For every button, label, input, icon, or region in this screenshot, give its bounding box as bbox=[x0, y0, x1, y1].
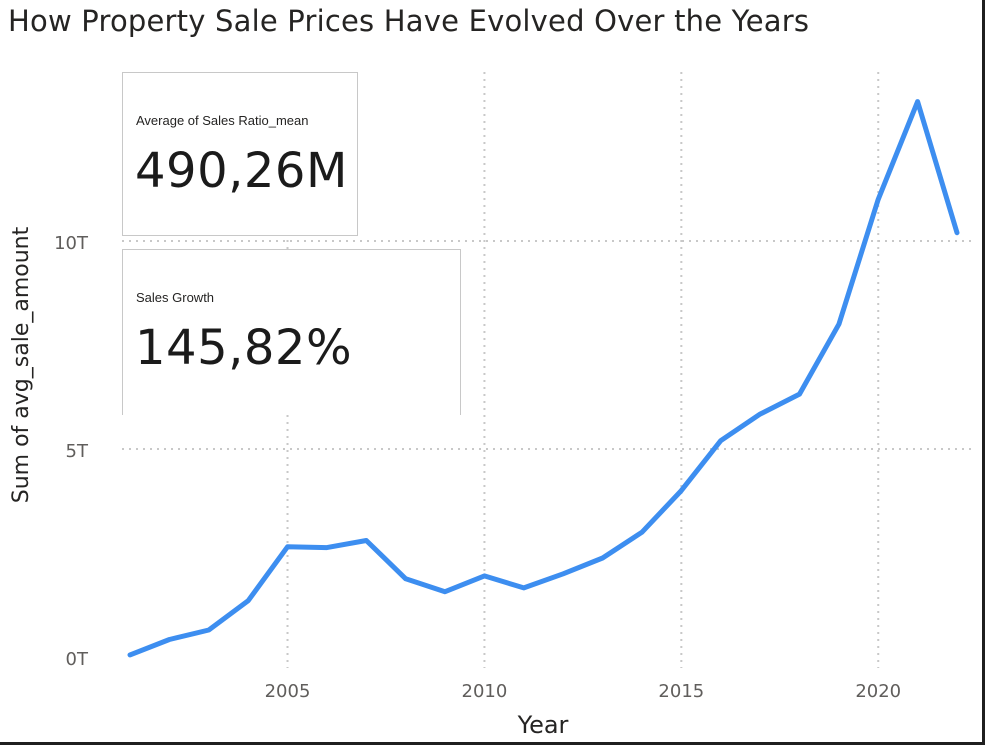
x-tick-label: 2015 bbox=[658, 681, 704, 702]
series-lines bbox=[127, 99, 960, 658]
kpi-card-label: Average of Sales Ratio_mean bbox=[136, 113, 309, 128]
x-axis-label: Year bbox=[517, 711, 569, 739]
kpi-card-value: 145,82% bbox=[135, 320, 353, 376]
kpi-card-sales-growth[interactable]: Sales Growth 145,82% bbox=[122, 249, 461, 415]
x-tick-label: 2020 bbox=[855, 681, 901, 702]
y-axis-ticks: 0T 5T 10T bbox=[54, 233, 89, 670]
y-tick-label: 0T bbox=[66, 649, 89, 670]
series-line[interactable] bbox=[127, 99, 960, 658]
y-tick-label: 5T bbox=[66, 441, 89, 462]
x-tick-label: 2005 bbox=[265, 681, 311, 702]
y-tick-label: 10T bbox=[54, 233, 89, 254]
kpi-card-value: 490,26M bbox=[135, 143, 348, 199]
x-axis-ticks: 2005 2010 2015 2020 bbox=[265, 681, 902, 702]
chart-title: How Property Sale Prices Have Evolved Ov… bbox=[8, 4, 810, 38]
kpi-card-sales-ratio[interactable]: Average of Sales Ratio_mean 490,26M bbox=[122, 72, 358, 236]
y-axis-label: Sum of avg_sale_amount bbox=[9, 226, 34, 503]
x-tick-label: 2010 bbox=[462, 681, 508, 702]
kpi-card-label: Sales Growth bbox=[136, 290, 215, 305]
